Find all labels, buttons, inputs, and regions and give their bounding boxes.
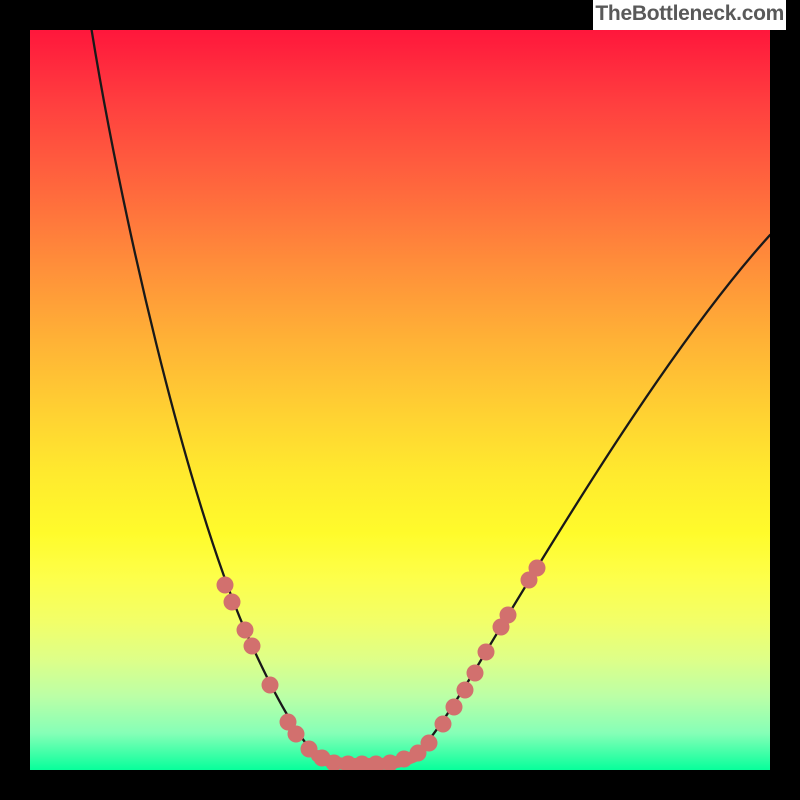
curve-point [500,607,517,624]
watermark-text: TheBottleneck.com [593,0,786,30]
curve-point [529,560,546,577]
curve-point [446,699,463,716]
curve-point [262,677,279,694]
curve-point [237,622,254,639]
dot-group [217,560,546,771]
curve-point [467,665,484,682]
curve-point [244,638,261,655]
curve-left [90,30,317,756]
curve-point [435,716,452,733]
curve-point [288,726,305,743]
plot-area [30,30,770,770]
curve-svg [30,30,770,770]
curve-point [457,682,474,699]
curve-point [478,644,495,661]
curve-point [224,594,241,611]
curve-point [421,735,438,752]
curve-point [217,577,234,594]
